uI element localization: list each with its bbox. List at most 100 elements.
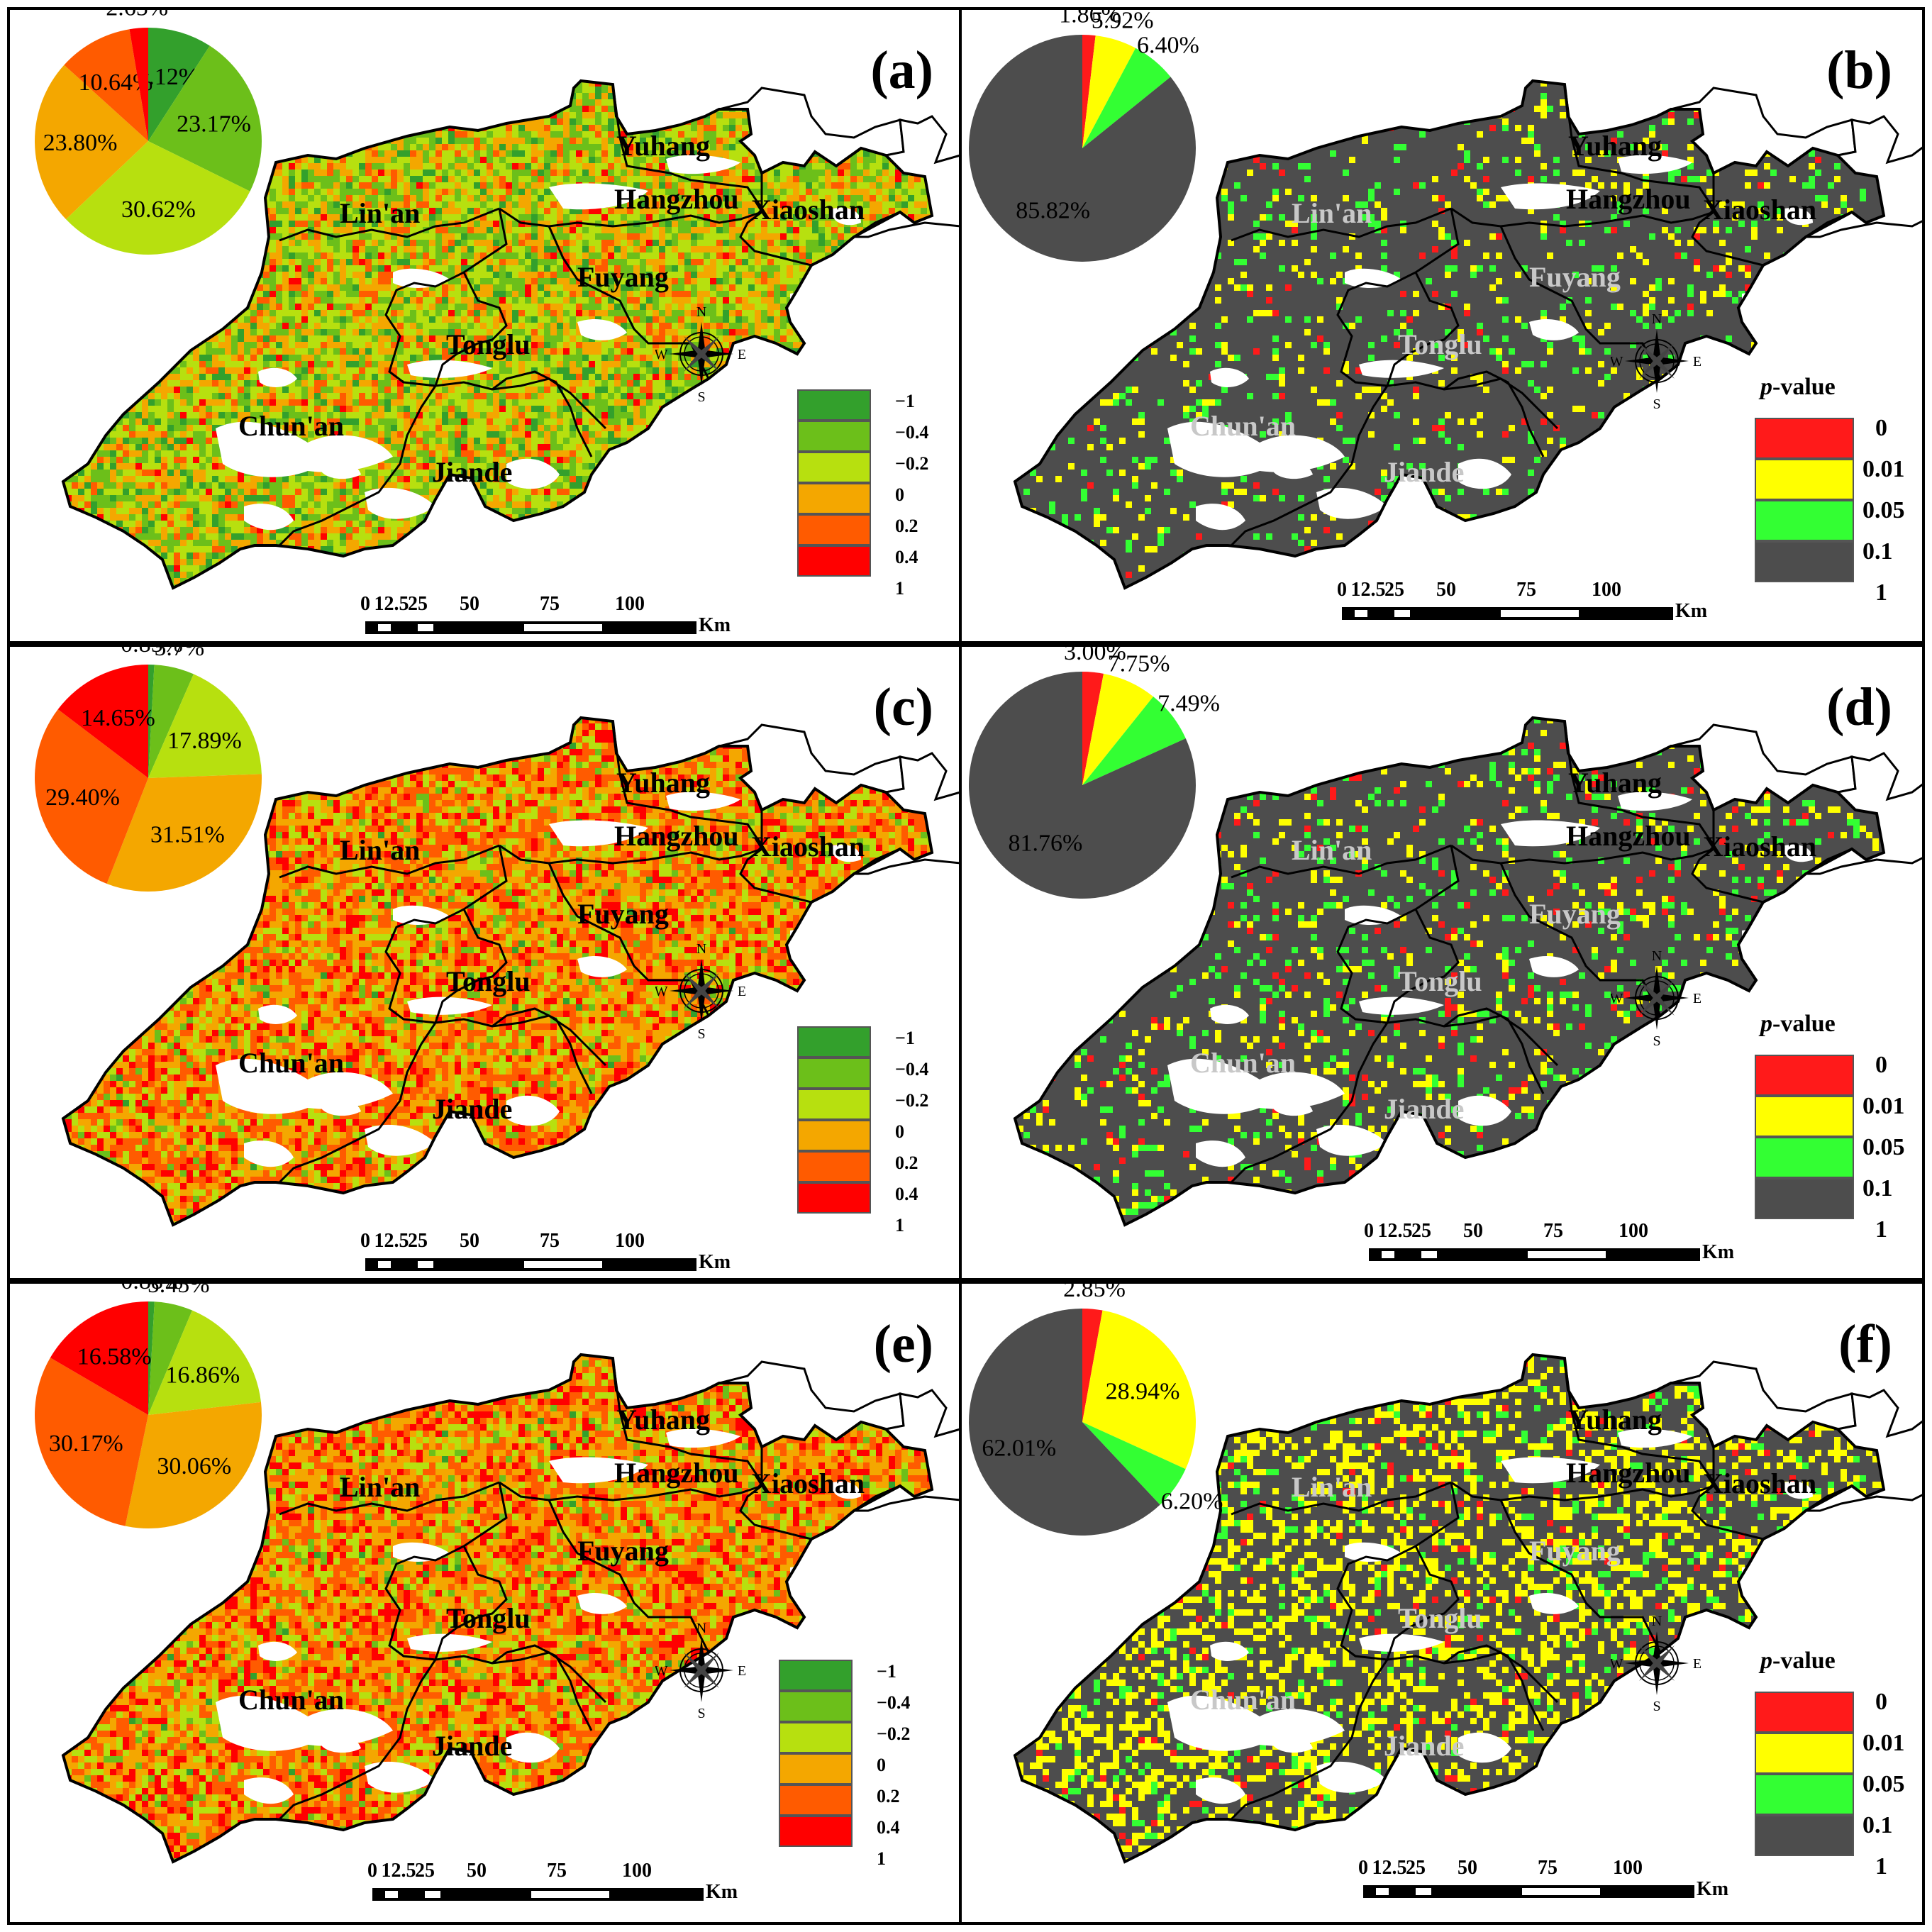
legend-swatch — [797, 514, 871, 545]
scale-tick: 0 — [1364, 1220, 1374, 1243]
scale-bar-segment — [1501, 610, 1579, 617]
legend-label: 0.4 — [895, 1184, 918, 1205]
pie-label: 2.65% — [106, 10, 168, 21]
pie-chart: 9.12%23.17%30.62%23.80%10.64%2.65% — [10, 10, 963, 336]
pie-chart: 0.85%5.7%17.89%31.51%29.40%14.65% — [10, 647, 963, 973]
legend-label: 0.01 — [1862, 1730, 1905, 1757]
legend-label: 0.1 — [1862, 538, 1893, 565]
legend-label: 0.4 — [895, 547, 918, 568]
pie-label: 6.20% — [1161, 1489, 1223, 1515]
scale-tick: 75 — [540, 593, 560, 616]
pie-label: 81.76% — [1009, 831, 1083, 857]
north-arrow-icon: NSEW — [655, 1617, 748, 1723]
pie-chart: 3.00%7.75%7.49%81.76% — [962, 647, 1922, 973]
compass-letter: N — [1652, 311, 1662, 327]
legend-label: 0 — [895, 484, 904, 506]
legend-title-rest: -value — [1772, 1648, 1836, 1674]
north-arrow-icon: NSEW — [655, 938, 748, 1044]
legend-swatch — [797, 421, 871, 452]
pie-label: 28.94% — [1106, 1378, 1180, 1404]
scale-tick: 100 — [1619, 1220, 1648, 1243]
legend-title-rest: -value — [1772, 1011, 1836, 1037]
region-label: Chun'an — [238, 410, 344, 442]
legend-swatch — [797, 1151, 871, 1182]
north-arrow-icon: NSEW — [1611, 308, 1703, 414]
scale-tick: 100 — [615, 593, 645, 616]
scale-tick: 75 — [540, 1230, 560, 1253]
legend-swatch — [1755, 1137, 1854, 1178]
legend-label: 0.05 — [1862, 1134, 1905, 1161]
legend-label: 0 — [1875, 1689, 1887, 1716]
legend-label: 0.05 — [1862, 1771, 1905, 1798]
pie-label: 7.75% — [1108, 650, 1170, 677]
scale-tick: 0 — [360, 1230, 370, 1253]
scale-bar: 0 12.5 25 50 75 100 Km — [1359, 1857, 1728, 1906]
legend-label: −0.4 — [895, 1059, 928, 1080]
scale-tick: 75 — [1543, 1220, 1563, 1243]
region-label: Chun'an — [238, 1684, 344, 1716]
legend-label: 0.05 — [1862, 497, 1905, 524]
region-label: Jiande — [432, 1093, 512, 1125]
legend-label: −0.2 — [895, 453, 928, 474]
legend-swatch — [779, 1753, 853, 1784]
legend-swatch — [1755, 418, 1854, 459]
legend-swatch — [1755, 541, 1854, 582]
scale-tick: 0 — [367, 1860, 377, 1882]
legend-swatch — [779, 1816, 853, 1847]
scale-unit: Km — [706, 1881, 738, 1904]
legend-swatch — [797, 1026, 871, 1057]
legend-label: 0.1 — [1862, 1812, 1893, 1839]
scale-tick: 50 — [1436, 579, 1456, 601]
scale-bar: 0 12.5 25 50 75 100 Km — [1365, 1220, 1733, 1270]
pie-label: 2.85% — [1063, 1284, 1126, 1302]
legend-swatch — [779, 1660, 853, 1691]
legend-label: 0.2 — [895, 1153, 918, 1174]
scale-bar-segment — [418, 624, 433, 631]
pie-chart: 2.85% 28.94% 6.20% 62.01% — [962, 1284, 1922, 1610]
region-label: Jiande — [1384, 1730, 1464, 1762]
legend-swatch — [779, 1691, 853, 1722]
compass-letter: S — [1653, 1699, 1660, 1714]
pie-label: 30.06% — [157, 1453, 231, 1479]
scale-tick: 12.5 — [374, 1230, 409, 1253]
legend-swatch — [779, 1784, 853, 1816]
legend-title-rest: -value — [1772, 374, 1836, 400]
pie-label: 7.49% — [1157, 691, 1220, 717]
scale-bar-segment — [524, 624, 602, 631]
scale-bar-segment — [1394, 610, 1410, 617]
scale-bar-segment — [1528, 1251, 1606, 1258]
legend-swatch — [797, 389, 871, 421]
legend-swatch — [1755, 500, 1854, 541]
scale-tick: 50 — [1458, 1857, 1477, 1880]
scale-tick: 12.5 — [1351, 579, 1386, 601]
scale-tick: 50 — [460, 1230, 479, 1253]
legend-title-italic: p — [1760, 1648, 1772, 1674]
scale-tick: 75 — [1538, 1857, 1558, 1880]
compass-letter: W — [655, 1663, 668, 1679]
legend-label: −0.4 — [895, 422, 928, 443]
legend-label: −0.4 — [877, 1692, 910, 1714]
scale-tick: 25 — [1411, 1220, 1431, 1243]
compass-letter: W — [1611, 1656, 1623, 1672]
legend-label: 1 — [1875, 579, 1887, 606]
compass-letter: E — [738, 347, 746, 362]
legend-label: 0.01 — [1862, 1093, 1905, 1120]
scale-bar-segment — [418, 1261, 433, 1268]
compass-letter: N — [1652, 1614, 1662, 1629]
scale-bar-segment — [531, 1891, 609, 1898]
pie-label: 30.62% — [121, 196, 196, 223]
pie-label: 85.82% — [1016, 198, 1090, 224]
map-panel: Yuhang Hangzhou Xiaoshan Lin'an Fuyang Tonglu… — [7, 1281, 966, 1925]
legend-label: 0.2 — [895, 516, 918, 537]
legend-swatch — [797, 545, 871, 577]
scale-tick: 75 — [1516, 579, 1536, 601]
compass-letter: W — [1611, 354, 1623, 370]
scale-unit: Km — [1675, 600, 1707, 623]
scale-tick: 0 — [1337, 579, 1347, 601]
compass-letter: E — [738, 1663, 746, 1679]
scale-bar-segment — [378, 1261, 391, 1268]
legend-label: 0.1 — [1862, 1175, 1893, 1202]
compass-letter: S — [697, 389, 705, 405]
pie-label: 23.17% — [177, 111, 251, 137]
